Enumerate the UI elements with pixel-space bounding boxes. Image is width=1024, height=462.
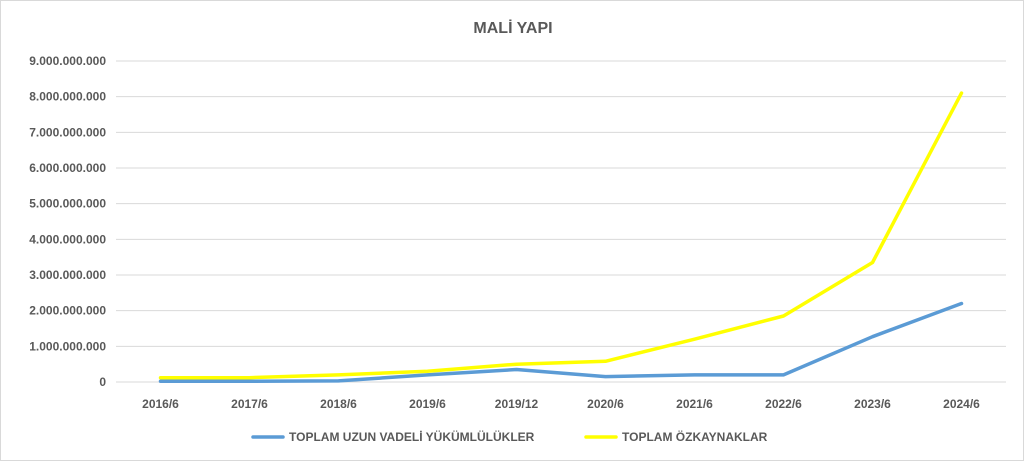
- x-tick-label: 2016/6: [142, 397, 179, 411]
- series-lines: [158, 91, 964, 384]
- x-tick-label: 2023/6: [854, 397, 891, 411]
- y-tick-label: 3.000.000.000: [29, 268, 106, 282]
- x-tick-label: 2021/6: [676, 397, 713, 411]
- series-line-2: [158, 91, 964, 380]
- y-tick-label: 2.000.000.000: [29, 304, 106, 318]
- gridlines: [116, 60, 1006, 383]
- x-tick-label: 2019/6: [409, 397, 446, 411]
- x-tick-label: 2018/6: [320, 397, 357, 411]
- x-tick-label: 2017/6: [231, 397, 268, 411]
- x-tick-label: 2022/6: [765, 397, 802, 411]
- x-tick-label: 2020/6: [587, 397, 624, 411]
- y-tick-label: 4.000.000.000: [29, 232, 106, 246]
- legend-label: TOPLAM ÖZKAYNAKLAR: [622, 429, 768, 444]
- x-axis-tick-labels: 2016/6 2017/6 2018/6 2019/6 2019/12 2020/6 202…: [142, 397, 980, 411]
- x-tick-label: 2024/6: [943, 397, 980, 411]
- series-line-1: [158, 301, 964, 384]
- y-tick-label: 5.000.000.000: [29, 197, 106, 211]
- x-tick-label: 2019/12: [495, 397, 539, 411]
- y-tick-label: 7.000.000.000: [29, 125, 106, 139]
- legend-label: TOPLAM UZUN VADELİ YÜKÜMLÜLÜKLER: [289, 429, 535, 444]
- y-tick-label: 1.000.000.000: [29, 339, 106, 353]
- y-axis-tick-labels: 0 1.000.000.000 2.000.000.000 3.000.000.000…: [29, 54, 106, 389]
- y-tick-label: 0: [99, 375, 106, 389]
- chart-title: MALİ YAPI: [473, 19, 552, 37]
- y-tick-label: 8.000.000.000: [29, 90, 106, 104]
- y-tick-label: 6.000.000.000: [29, 161, 106, 175]
- y-tick-label: 9.000.000.000: [29, 54, 106, 68]
- legend: TOPLAM UZUN VADELİ YÜKÜMLÜLÜKLER TOPLAM Ö…: [251, 429, 768, 444]
